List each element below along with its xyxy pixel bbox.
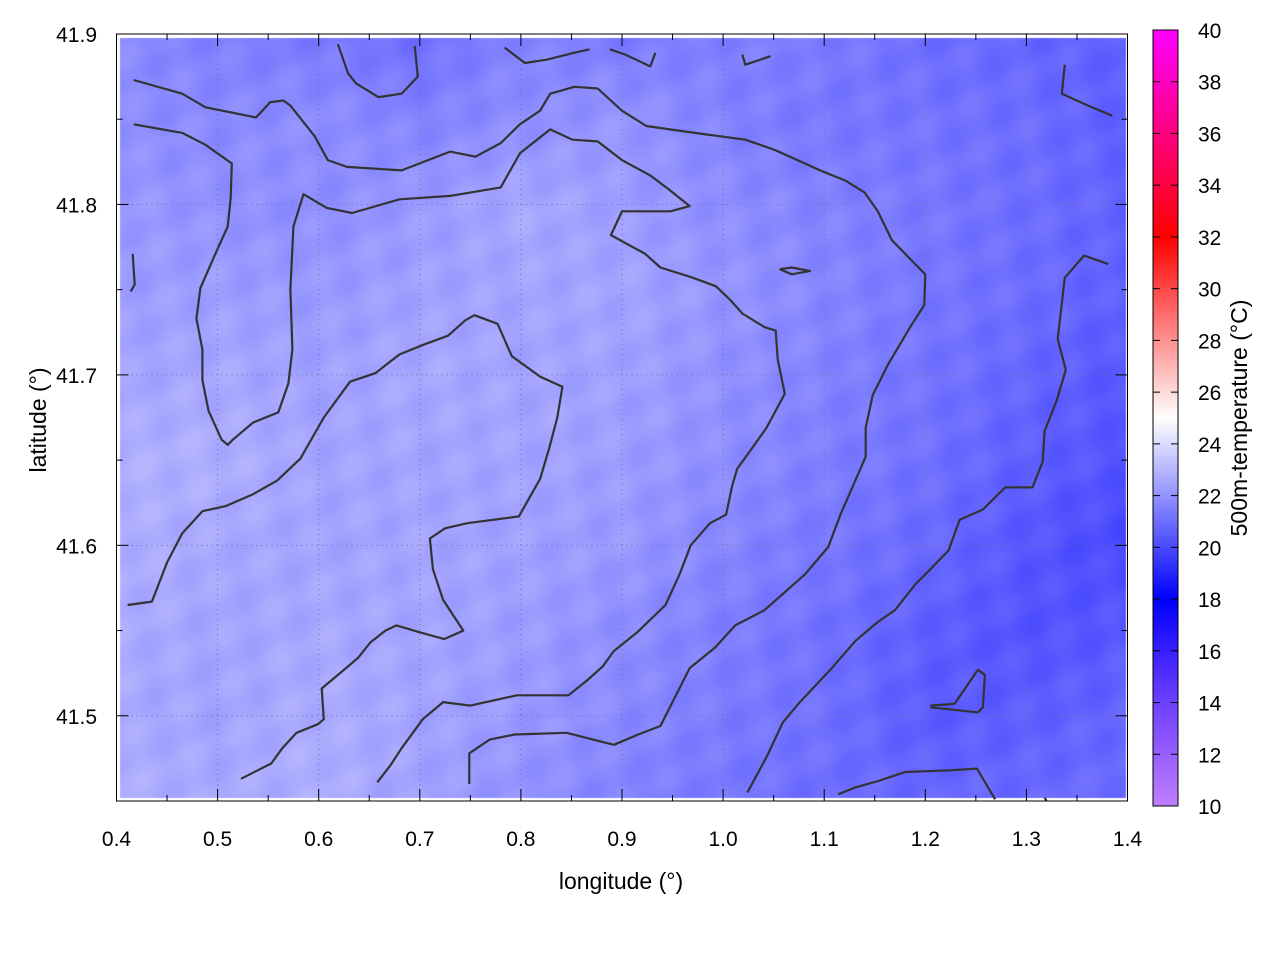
colorbar-tick-label: 16	[1198, 641, 1221, 664]
contour-line	[779, 266, 812, 276]
x-tick-label: 0.4	[102, 828, 132, 851]
y-tick-label: 41.7	[56, 365, 97, 388]
colorbar-tick-labels: 10 12 14 16 18 20 22 24 26 28 30 32 34 36 38 40	[1198, 20, 1222, 819]
x-tick-label: 0.9	[607, 828, 636, 851]
colorbar-tick-label: 38	[1198, 72, 1221, 95]
colorbar-tick-label: 14	[1198, 693, 1222, 716]
y-tick-label: 41.5	[56, 706, 97, 729]
contour-line	[129, 253, 136, 292]
contour-line	[1043, 797, 1048, 802]
colorbar-tick-label: 12	[1198, 744, 1221, 767]
contour-line	[127, 314, 564, 780]
contour-line	[837, 767, 997, 800]
x-tick-label: 1.2	[911, 828, 940, 851]
colorbar-tick-label: 40	[1198, 20, 1221, 43]
contour-line	[930, 668, 987, 714]
y-axis-label: latitude (°)	[25, 367, 51, 472]
colorbar-tick-label: 32	[1198, 227, 1221, 250]
x-tick-label: 0.8	[506, 828, 535, 851]
x-tick-label: 0.6	[304, 828, 333, 851]
x-tick-labels: 0.4 0.5 0.6 0.7 0.8 0.9 1.0 1.1 1.2 1.3 1.4	[102, 828, 1143, 851]
colorbar-tick-label: 22	[1198, 486, 1221, 509]
contour-lines	[127, 43, 1113, 802]
colorbar-tick-label: 26	[1198, 382, 1221, 405]
colorbar-tick-label: 18	[1198, 589, 1221, 612]
contour-line	[741, 54, 771, 66]
contour-line	[1060, 64, 1113, 117]
x-tick-label: 0.5	[203, 828, 232, 851]
contour-line	[504, 46, 590, 65]
contour-line	[746, 254, 1109, 794]
axis-ticks	[116, 33, 1128, 802]
colorbar-tick-label: 34	[1198, 175, 1222, 198]
colorbar-tick-label: 10	[1198, 796, 1221, 819]
y-tick-label: 41.9	[56, 24, 97, 47]
colorbar-border	[1152, 29, 1179, 807]
x-axis-label: longitude (°)	[559, 868, 683, 894]
contour-line	[336, 43, 419, 99]
colorbar-tick-label: 28	[1198, 330, 1221, 353]
contour-line	[133, 78, 927, 784]
x-tick-label: 0.7	[405, 828, 434, 851]
colorbar-tick-label: 36	[1198, 123, 1221, 146]
y-tick-label: 41.6	[56, 535, 97, 558]
x-tick-label: 1.3	[1012, 828, 1041, 851]
colorbar-tick-label: 24	[1198, 434, 1222, 457]
colorbar-tick-label: 30	[1198, 279, 1221, 302]
x-tick-label: 1.1	[810, 828, 839, 851]
y-tick-label: 41.8	[56, 194, 97, 217]
x-tick-label: 1.4	[1113, 828, 1143, 851]
contour-line	[609, 48, 657, 68]
y-tick-labels: 41.5 41.6 41.7 41.8 41.9	[56, 24, 97, 729]
colorbar-label: 500m-temperature (°C)	[1226, 300, 1252, 537]
colorbar-ticks	[1153, 81, 1178, 755]
contour-line	[133, 123, 786, 783]
x-tick-label: 1.0	[708, 828, 737, 851]
colorbar-tick-label: 20	[1198, 537, 1221, 560]
grid-lines	[116, 34, 1128, 801]
